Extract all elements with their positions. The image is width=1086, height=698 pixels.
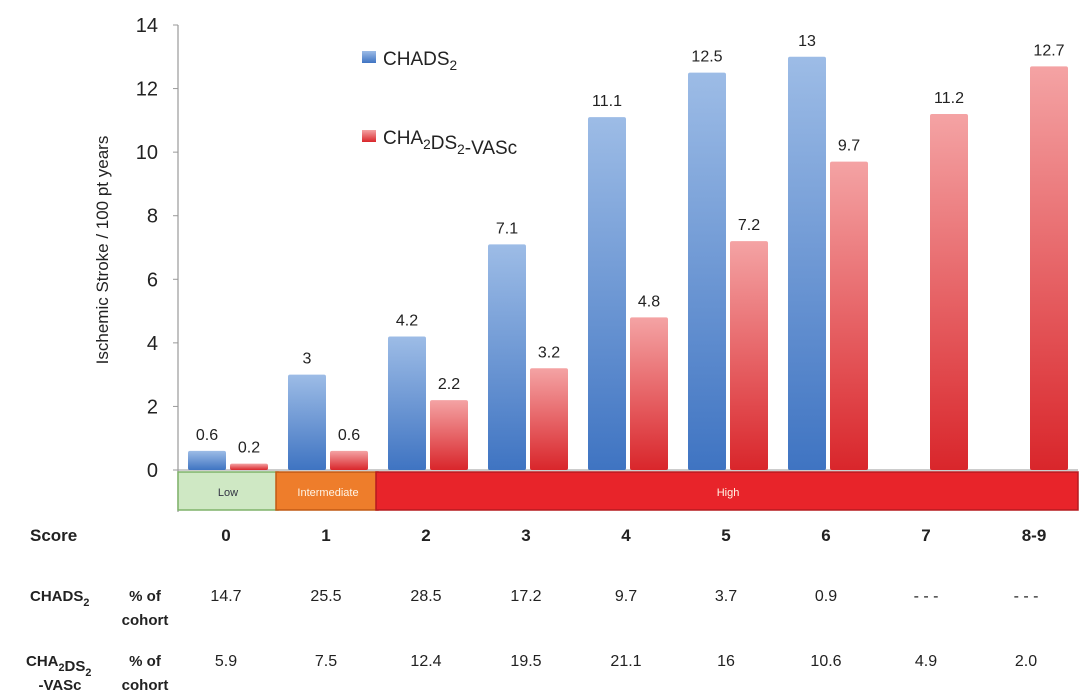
legend-label-vasc: CHA2DS2-VASc [383,128,517,159]
vasc-data-label: 0.2 [238,440,260,457]
vasc-cohort-value: 7.5 [315,653,337,670]
vasc-bar [330,451,368,470]
vasc-cohort-value: 21.1 [610,653,641,670]
chads2-bar [388,337,426,471]
legend-label-chads2: CHADS2 [383,49,457,73]
y-tick-label: 12 [136,79,158,101]
vasc-data-label: 7.2 [738,217,760,234]
y-tick-label: 10 [136,142,158,164]
score-value: 7 [921,526,930,545]
vasc-bar [230,464,268,470]
chads2-cohort-value: 25.5 [310,588,341,605]
chads2-bar [488,244,526,470]
y-tick-label: 4 [147,333,158,355]
y-tick-label: 6 [147,269,158,291]
y-tick-label: 2 [147,396,158,418]
pct-of-label: % of [129,588,162,605]
chads2-data-label: 7.1 [496,220,518,237]
chads2-bar [688,73,726,470]
chads2-cohort-value: - - - [1014,588,1039,605]
y-tick-label: 14 [136,15,158,37]
chads2-bar [188,451,226,470]
vasc-bar [830,162,868,470]
vasc-row-label: CHA2DS2 [26,653,91,679]
vasc-data-label: 2.2 [438,376,460,393]
risk-band-label: High [717,487,740,499]
y-tick-label: 8 [147,206,158,228]
chads2-bar [788,57,826,470]
vasc-row-label-suffix: -VASc [38,677,81,694]
legend-swatch-chads2 [362,51,376,63]
legend-swatch-vasc [362,130,376,142]
chads2-cohort-value: 28.5 [410,588,441,605]
vasc-cohort-value: 19.5 [510,653,541,670]
vasc-data-label: 4.8 [638,293,660,310]
chads2-data-label: 13 [798,33,816,50]
y-axis-title: Ischemic Stroke / 100 pt years [93,136,112,365]
vasc-data-label: 0.6 [338,427,360,444]
vasc-cohort-value: 10.6 [810,653,841,670]
risk-band-label: Low [218,487,238,499]
vasc-cohort-value: 4.9 [915,653,937,670]
chads2-bar [288,375,326,470]
vasc-cohort-value: 5.9 [215,653,237,670]
vasc-cohort-value: 16 [717,653,735,670]
vasc-data-label: 11.2 [934,90,964,107]
vasc-bar [930,114,968,470]
vasc-data-label: 9.7 [838,138,860,155]
score-value: 0 [221,526,230,545]
score-value: 5 [721,526,730,545]
chads2-data-label: 11.1 [592,93,622,110]
vasc-cohort-value: 2.0 [1015,653,1037,670]
score-value: 1 [321,526,330,545]
vasc-cohort-value: 12.4 [410,653,441,670]
cohort-label: cohort [122,677,169,694]
vasc-data-label: 3.2 [538,344,560,361]
chads2-cohort-value: 17.2 [510,588,541,605]
chads2-cohort-value: 9.7 [615,588,637,605]
chads2-cohort-value: - - - [914,588,939,605]
chads2-row-label: CHADS2 [30,588,89,609]
vasc-bar [430,400,468,470]
vasc-bar [1030,66,1068,470]
y-tick-label: 0 [147,460,158,482]
cohort-label: cohort [122,612,169,629]
chads2-data-label: 0.6 [196,427,218,444]
chads2-bar [588,117,626,470]
vasc-bar [730,241,768,470]
chads2-data-label: 12.5 [691,49,722,66]
score-value: 3 [521,526,530,545]
chads2-cohort-value: 0.9 [815,588,837,605]
score-value: 2 [421,526,430,545]
score-value: 4 [621,526,631,545]
score-value: 6 [821,526,830,545]
chads2-data-label: 3 [303,351,312,368]
chads2-data-label: 4.2 [396,313,418,330]
vasc-bar [530,368,568,470]
vasc-data-label: 12.7 [1033,42,1064,59]
pct-of-label: % of [129,653,162,670]
chads2-cohort-value: 3.7 [715,588,737,605]
vasc-bar [630,317,668,470]
chads2-cohort-value: 14.7 [210,588,241,605]
risk-band-label: Intermediate [297,487,358,499]
score-row-label: Score [30,526,77,545]
score-value: 8-9 [1022,526,1047,545]
